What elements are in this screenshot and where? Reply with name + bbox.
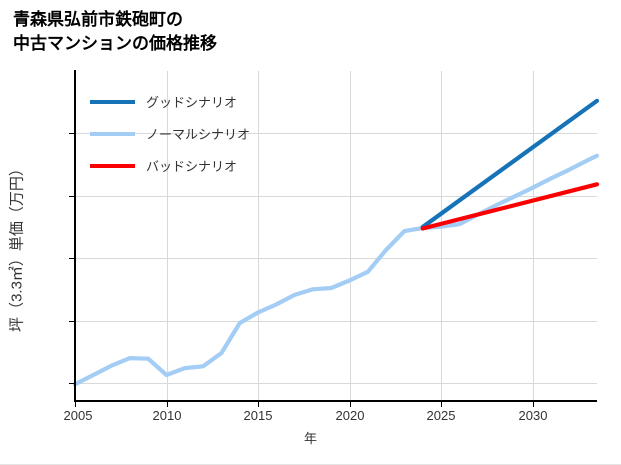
x-tick-2015 [258, 402, 259, 407]
x-tick-2025 [441, 402, 442, 407]
legend-item-good: グッドシナリオ [90, 92, 250, 111]
legend-swatch-normal [90, 131, 135, 136]
x-tick-label-2030: 2030 [518, 408, 548, 423]
gridline-x-2015 [258, 71, 259, 401]
plot-area [72, 71, 600, 401]
x-tick-2005 [75, 402, 76, 407]
series-line-good [420, 98, 600, 230]
gridline-y-30 [75, 383, 597, 384]
x-tick-label-2005: 2005 [63, 408, 93, 423]
y-axis-title: 坪（3.3㎡）単価（万円） [8, 161, 26, 332]
gridline-y-50 [75, 258, 597, 259]
gridline-y-40 [75, 320, 597, 322]
series-line-normal [72, 153, 600, 387]
chart-legend: グッドシナリオ ノーマルシナリオ バッドシナリオ [90, 92, 250, 175]
legend-label-good: グッドシナリオ [146, 95, 238, 110]
legend-swatch-bad [90, 163, 135, 168]
series-line-bad [420, 182, 600, 231]
x-tick-label-2015: 2015 [243, 408, 273, 423]
gridline-x-2025 [441, 71, 442, 401]
x-axis-title: 年 [303, 431, 317, 446]
x-axis-line [74, 400, 597, 402]
gridline-x-2030 [532, 71, 534, 401]
x-tick-2020 [349, 402, 351, 407]
gridline-x-2020 [349, 71, 351, 401]
x-tick-label-2010: 2010 [152, 408, 182, 423]
legend-swatch-good [90, 99, 135, 104]
legend-item-normal: ノーマルシナリオ [90, 124, 250, 143]
chart-title: 青森県弘前市鉄砲町の 中古マンションの価格推移 [13, 10, 217, 54]
x-tick-2010 [166, 402, 168, 407]
y-tick-50 [69, 258, 74, 259]
y-axis-line [74, 70, 76, 402]
gridline-x-2010 [166, 71, 168, 401]
y-tick-60 [69, 195, 74, 197]
x-tick-2030 [532, 402, 534, 407]
x-tick-label-2020: 2020 [335, 408, 365, 423]
gridline-y-70 [75, 133, 597, 134]
y-tick-30 [69, 383, 74, 384]
legend-label-bad: バッドシナリオ [146, 159, 238, 174]
y-tick-70 [69, 133, 74, 134]
legend-label-normal: ノーマルシナリオ [146, 127, 251, 142]
x-tick-label-2025: 2025 [426, 408, 456, 423]
gridline-y-60 [75, 195, 597, 197]
series-lines [72, 98, 600, 387]
legend-item-bad: バッドシナリオ [90, 156, 250, 175]
y-tick-40 [69, 320, 74, 322]
